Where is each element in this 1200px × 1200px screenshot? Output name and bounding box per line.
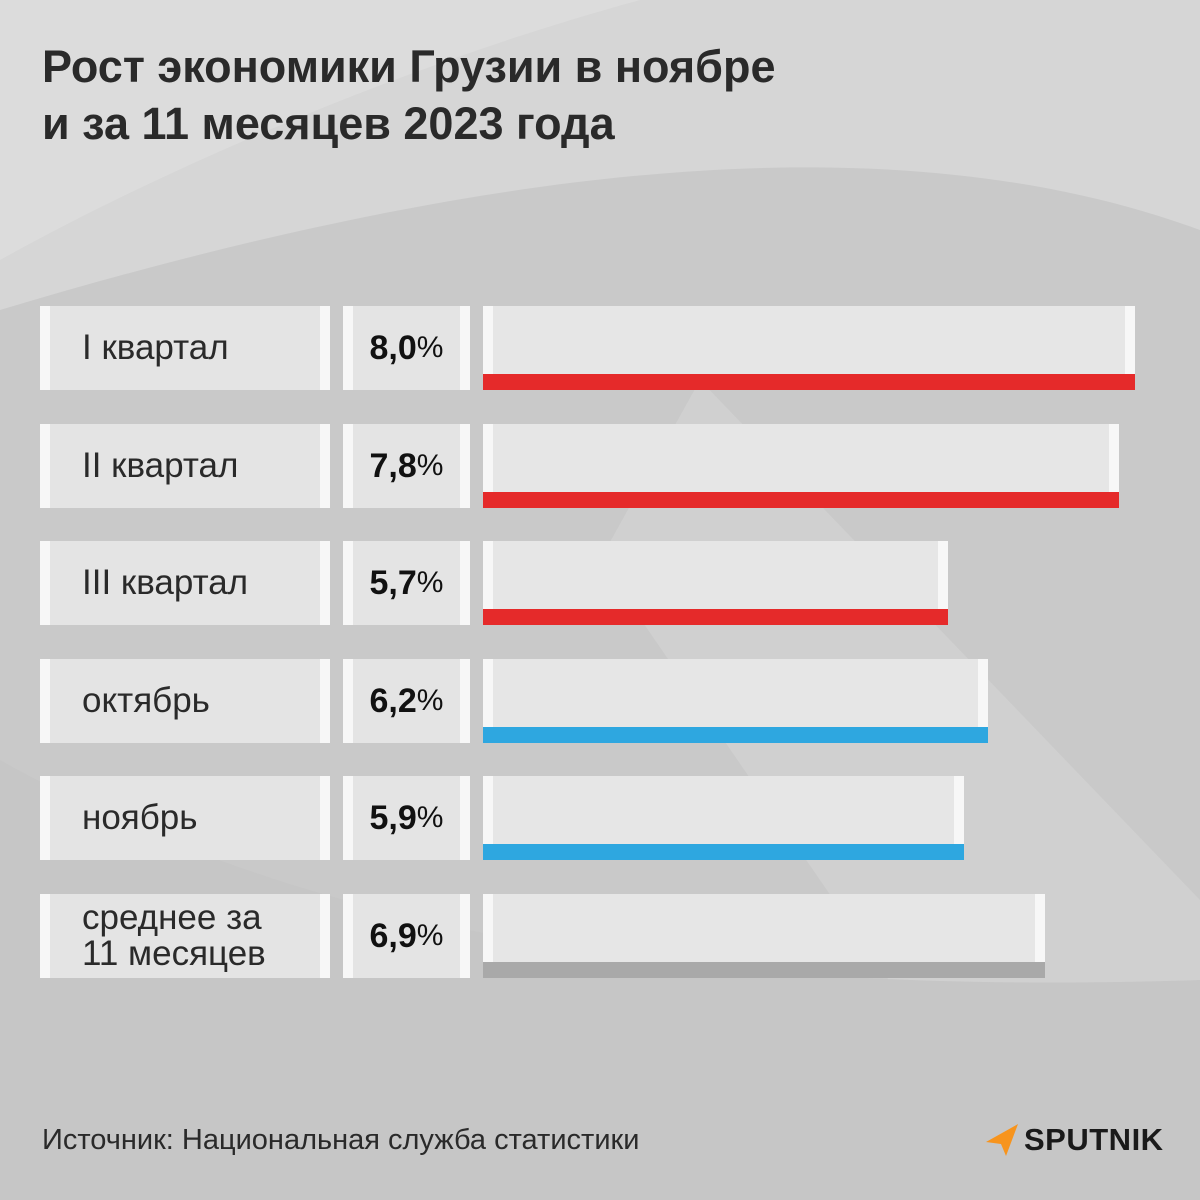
- category-label: I квартал: [82, 328, 229, 367]
- bar: [483, 492, 1119, 508]
- category-cell: [40, 306, 330, 390]
- category-label: среднее за 11 месяцев: [82, 898, 266, 973]
- title-line-2: и за 11 месяцев 2023 года: [42, 98, 615, 149]
- value-cell: [343, 894, 470, 978]
- data-label: 5,9%: [369, 798, 444, 837]
- category-cell: [40, 659, 330, 743]
- chart-title: Рост экономики Грузии в ноябре и за 11 м…: [42, 38, 775, 152]
- value-cell: [343, 659, 470, 743]
- category-label: II квартал: [82, 446, 239, 485]
- data-label: 5,7%: [369, 563, 444, 602]
- data-label: 6,2%: [369, 681, 444, 720]
- category-cell: [40, 541, 330, 625]
- category-cell: [40, 894, 330, 978]
- data-label: 8,0%: [369, 328, 444, 367]
- value-cell: [343, 424, 470, 508]
- data-label: 6,9%: [369, 916, 444, 955]
- bar: [483, 727, 988, 743]
- sputnik-arrow-icon: [986, 1124, 1018, 1156]
- sputnik-logo: SPUTNIK: [984, 1120, 1164, 1160]
- bar: [483, 844, 964, 860]
- bar: [483, 962, 1045, 978]
- value-cell: [343, 776, 470, 860]
- source-note: Источник: Национальная служба статистики: [42, 1124, 640, 1156]
- category-label: октябрь: [82, 681, 210, 720]
- value-cell: [343, 541, 470, 625]
- value-cell: [343, 306, 470, 390]
- data-label: 7,8%: [369, 446, 444, 485]
- category-label: III квартал: [82, 563, 249, 602]
- bar: [483, 609, 948, 625]
- category-cell: [40, 776, 330, 860]
- bar: [483, 374, 1135, 390]
- category-cell: [40, 424, 330, 508]
- title-line-1: Рост экономики Грузии в ноябре: [42, 41, 776, 92]
- logo-text: SPUTNIK: [1024, 1122, 1164, 1157]
- category-label: ноябрь: [82, 798, 198, 837]
